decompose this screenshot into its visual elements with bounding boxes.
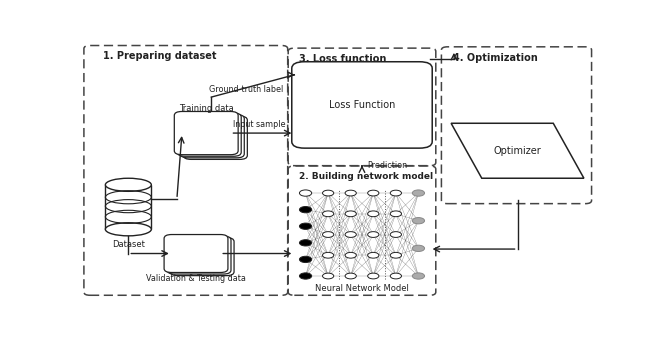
Circle shape [390,252,401,258]
Circle shape [413,273,424,279]
Polygon shape [451,123,584,178]
Text: 2. Building network model: 2. Building network model [299,172,434,181]
Circle shape [322,190,333,196]
Text: Ground-truth label: Ground-truth label [209,85,283,95]
Circle shape [345,190,357,196]
Circle shape [299,273,312,279]
Circle shape [299,223,312,230]
Text: Optimizer: Optimizer [494,146,542,156]
Circle shape [345,273,357,279]
Text: 3. Loss function: 3. Loss function [299,54,387,64]
Circle shape [345,211,357,217]
Circle shape [299,190,312,196]
Circle shape [322,232,333,237]
Circle shape [345,232,357,237]
Circle shape [299,206,312,213]
Ellipse shape [105,223,152,236]
Circle shape [299,256,312,262]
Circle shape [390,273,401,279]
Circle shape [322,211,333,217]
Circle shape [322,273,333,279]
FancyBboxPatch shape [183,116,247,159]
Circle shape [390,232,401,237]
FancyBboxPatch shape [292,62,432,148]
Circle shape [413,218,424,224]
Circle shape [390,211,401,217]
Circle shape [368,252,379,258]
Text: Dataset: Dataset [112,240,145,249]
Circle shape [322,252,333,258]
Ellipse shape [105,178,152,191]
Text: Input sample: Input sample [233,120,285,129]
Circle shape [368,190,379,196]
Text: 4. Optimization: 4. Optimization [453,53,537,63]
FancyBboxPatch shape [170,238,234,276]
FancyBboxPatch shape [181,115,244,158]
FancyBboxPatch shape [167,236,231,274]
FancyBboxPatch shape [174,112,238,155]
Text: Loss Function: Loss Function [329,100,395,110]
Circle shape [413,245,424,252]
Circle shape [368,211,379,217]
FancyBboxPatch shape [177,113,241,156]
Text: Training data: Training data [179,104,233,113]
Circle shape [390,190,401,196]
Text: Validation & Testing data: Validation & Testing data [146,274,246,283]
Text: Prediction: Prediction [367,161,407,170]
Circle shape [413,190,424,196]
Circle shape [299,240,312,246]
FancyBboxPatch shape [164,235,228,272]
Text: 1. Preparing dataset: 1. Preparing dataset [103,51,216,61]
Text: Neural Network Model: Neural Network Model [315,284,409,293]
Circle shape [345,252,357,258]
Polygon shape [105,185,152,229]
Circle shape [368,232,379,237]
Circle shape [368,273,379,279]
